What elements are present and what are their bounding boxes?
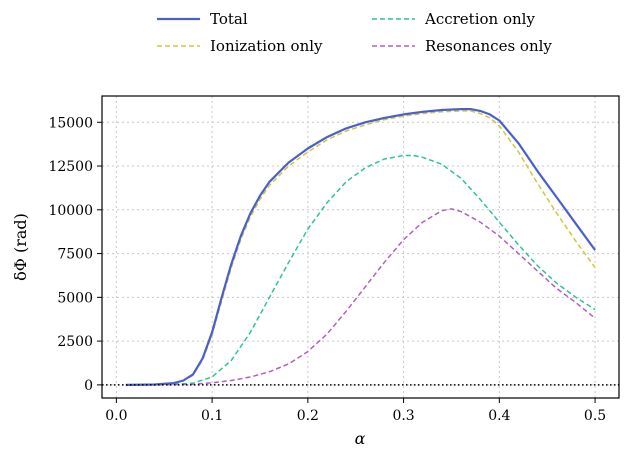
y-tick-label: 2500 — [57, 334, 93, 350]
x-tick-label: 0.1 — [201, 408, 223, 424]
y-tick-label: 0 — [84, 378, 93, 394]
y-tick-label: 5000 — [57, 290, 93, 306]
x-tick-label: 0.3 — [392, 408, 414, 424]
x-tick-label: 0.4 — [488, 408, 510, 424]
plot-area: 0.0 0.1 0.2 0.3 0.4 0.5 0 2500 5000 7500 10000 125… — [48, 95, 620, 424]
y-tick-label: 12500 — [48, 159, 93, 175]
grid — [102, 96, 619, 398]
series-line-total — [125, 107, 596, 386]
series-layer — [125, 107, 596, 386]
y-tick-label: 7500 — [57, 247, 93, 263]
x-axis-label: α — [355, 429, 366, 448]
plot-frame — [101, 95, 620, 399]
y-axis-label: δΦ (rad) — [11, 213, 30, 281]
x-axis: 0.0 0.1 0.2 0.3 0.4 0.5 — [105, 398, 606, 424]
y-tick-label: 15000 — [48, 115, 93, 131]
x-tick-label: 0.5 — [584, 408, 606, 424]
y-axis: 0 2500 5000 7500 10000 12500 15000 — [48, 115, 102, 394]
legend-label-ionization-only: Ionization only — [210, 37, 323, 55]
x-tick-label: 0.0 — [105, 408, 127, 424]
series-line-resonances-only — [125, 208, 596, 386]
legend-label-accretion-only: Accretion only — [424, 10, 535, 28]
x-tick-label: 0.2 — [297, 408, 319, 424]
y-tick-label: 10000 — [48, 203, 93, 219]
legend: Total Ionization only Accretion only Resona… — [157, 10, 552, 55]
series-line-accretion-only — [125, 154, 596, 386]
legend-label-resonances-only: Resonances only — [425, 37, 552, 55]
legend-label-total: Total — [210, 10, 248, 28]
